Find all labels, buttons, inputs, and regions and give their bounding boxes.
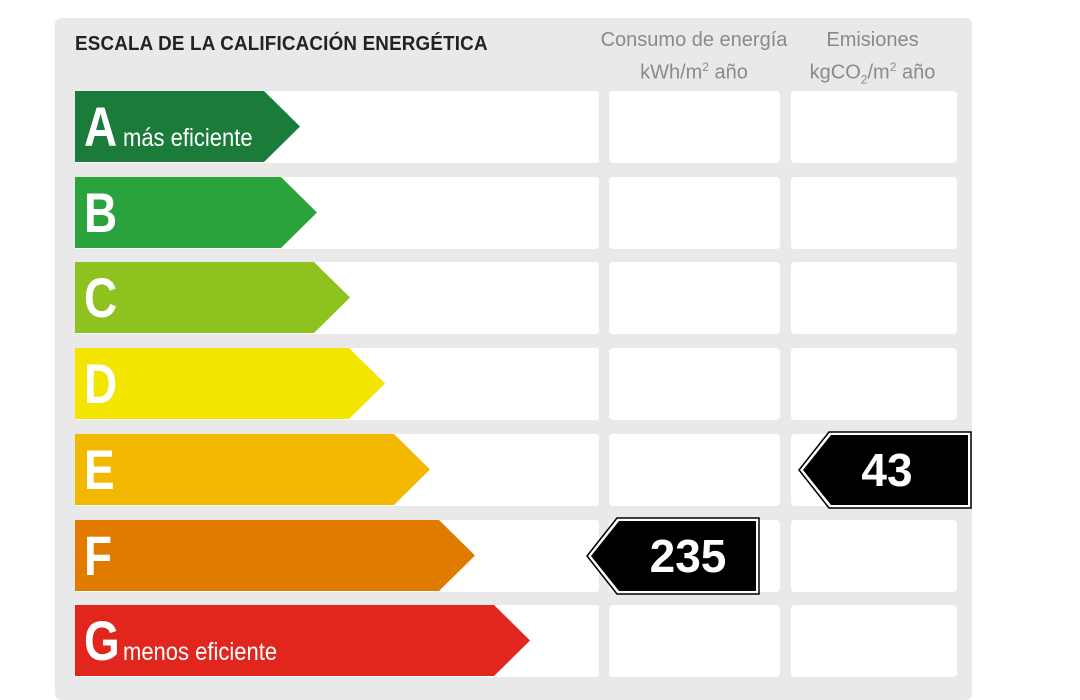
rating-letter: D — [84, 351, 118, 415]
rating-arrow-b: B — [75, 177, 317, 248]
rating-letter: E — [84, 437, 115, 501]
energy-column-title: Consumo de energía — [600, 29, 788, 51]
label-title: ESCALA DE LA CALIFICACIÓN ENERGÉTICA — [75, 33, 488, 55]
energy-cell — [609, 91, 780, 163]
emissions-column-header: Emisiones kgCO2/m2 año — [785, 27, 960, 94]
emissions-cell — [791, 177, 957, 249]
rating-letter: A — [84, 94, 118, 158]
rating-letter: G — [84, 608, 120, 672]
rating-letter: B — [84, 180, 118, 244]
rating-letter: C — [84, 265, 118, 329]
emissions-cell — [791, 605, 957, 677]
rating-arrow-shape — [75, 520, 475, 591]
emissions-cell — [791, 262, 957, 334]
rating-arrow-shape — [75, 177, 317, 248]
emissions-cell — [791, 520, 957, 592]
emissions-marker: 43 — [798, 431, 972, 509]
rating-arrow-d: D — [75, 348, 385, 419]
emissions-cell — [791, 348, 957, 420]
energy-cell — [609, 605, 780, 677]
energy-column-unit: kWh/m2 año — [640, 60, 748, 84]
energy-cell — [609, 262, 780, 334]
emissions-column-title: Emisiones — [826, 29, 919, 51]
energy-column-header: Consumo de energía kWh/m2 año — [600, 27, 788, 87]
emissions-value: 43 — [861, 444, 913, 496]
rating-arrow-shape — [75, 91, 300, 162]
rating-arrow-shape — [75, 348, 385, 419]
energy-cell — [609, 177, 780, 249]
rating-arrow-c: C — [75, 262, 350, 333]
rating-letter: F — [84, 523, 113, 587]
energy-consumption-value: 235 — [649, 530, 727, 582]
rating-caption: más eficiente — [123, 124, 253, 152]
energy-consumption-marker: 235 — [586, 517, 760, 595]
rating-arrow-shape — [75, 605, 530, 676]
energy-marker-shape — [586, 517, 760, 595]
rating-arrow-shape — [75, 434, 430, 505]
rating-arrow-f: F — [75, 520, 475, 591]
energy-cell — [609, 434, 780, 506]
emissions-cell — [791, 91, 957, 163]
energy-cell — [609, 348, 780, 420]
emissions-column-unit: kgCO2/m2 año — [809, 60, 936, 87]
rating-caption: menos eficiente — [123, 638, 278, 666]
rating-arrow-e: E — [75, 434, 430, 505]
emissions-marker-shape — [798, 431, 972, 509]
rating-arrow-shape — [75, 262, 350, 333]
